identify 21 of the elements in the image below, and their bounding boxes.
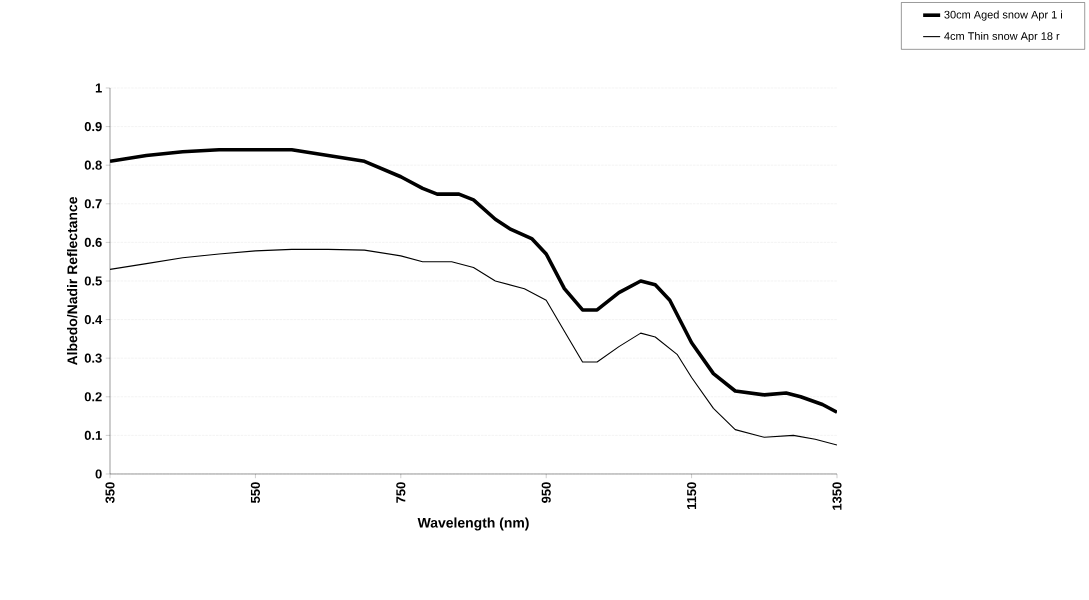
y-tick-label: 0.2 <box>84 392 102 402</box>
x-tick-label: 550 <box>250 482 260 503</box>
y-tick-label: 0.1 <box>84 430 102 440</box>
y-tick-label: 0.8 <box>84 160 102 170</box>
x-tick-label: 1350 <box>832 482 842 510</box>
x-tick-label: 950 <box>541 482 551 503</box>
y-tick-label: 0 <box>95 469 102 479</box>
legend-label: 30cm Aged snow Apr 1 i <box>944 10 1062 21</box>
y-axis-title: Albedo/Nadir Reflectance <box>67 197 78 366</box>
y-tick-label: 1 <box>95 83 102 93</box>
y-tick-label: 0.6 <box>84 237 102 247</box>
x-tick-label: 350 <box>105 482 115 504</box>
x-axis-title: Wavelength (nm) <box>417 517 529 531</box>
y-tick-label: 0.7 <box>84 199 102 209</box>
y-tick-label: 0.9 <box>84 122 102 132</box>
y-tick-label: 0.5 <box>84 276 102 286</box>
y-tick-label: 0.4 <box>84 315 103 325</box>
y-tick-label: 0.3 <box>84 353 102 363</box>
x-tick-label: 1150 <box>687 482 697 510</box>
legend-label: 4cm Thin snow Apr 18 r <box>944 31 1060 43</box>
x-tick-label: 750 <box>396 482 406 503</box>
